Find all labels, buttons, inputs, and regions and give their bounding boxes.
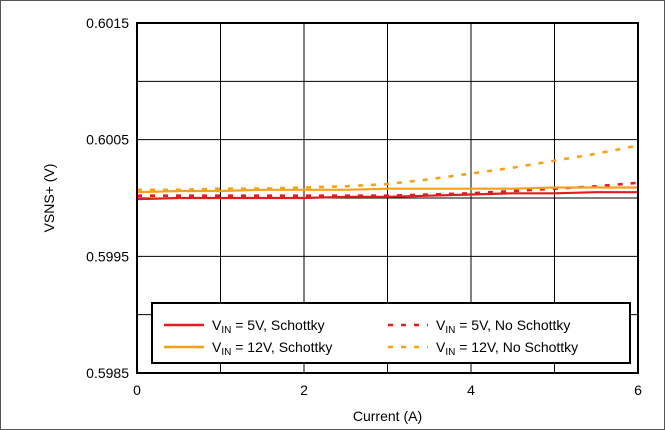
y-tick-label: 0.5985 xyxy=(86,365,129,381)
legend: VIN = 5V, Schottky VIN = 5V, No Schottky V… xyxy=(151,302,631,364)
legend-label: VIN = 5V, No Schottky xyxy=(436,317,570,336)
legend-box xyxy=(151,302,631,364)
y-tick-label: 0.5995 xyxy=(86,248,129,264)
y-tick-label: 0.6005 xyxy=(86,132,129,148)
x-tick-label: 2 xyxy=(300,382,308,398)
x-tick-label: 0 xyxy=(133,382,141,398)
y-axis-title: VSNS+ (V) xyxy=(41,164,57,233)
y-tick-label: 0.6015 xyxy=(86,15,129,31)
x-tick-label: 6 xyxy=(634,382,642,398)
series-line-vin-5v-schottky xyxy=(136,191,638,201)
legend-label: VIN = 12V, No Schottky xyxy=(436,339,578,358)
plot-area-border xyxy=(136,22,639,374)
x-tick-label: 4 xyxy=(467,382,475,398)
legend-label: VIN = 5V, Schottky xyxy=(212,317,325,336)
series-line-vin-12v-schottky xyxy=(136,186,638,194)
x-axis-title: Current (A) xyxy=(353,408,422,424)
series-layer xyxy=(136,144,639,201)
series-line-vin-12v-no-schottky xyxy=(137,144,639,192)
tick-labels: 0 2 4 6 0.5985 0.5995 0.6005 0.6015 xyxy=(86,15,642,398)
legend-label: VIN = 12V, Schottky xyxy=(212,339,332,358)
